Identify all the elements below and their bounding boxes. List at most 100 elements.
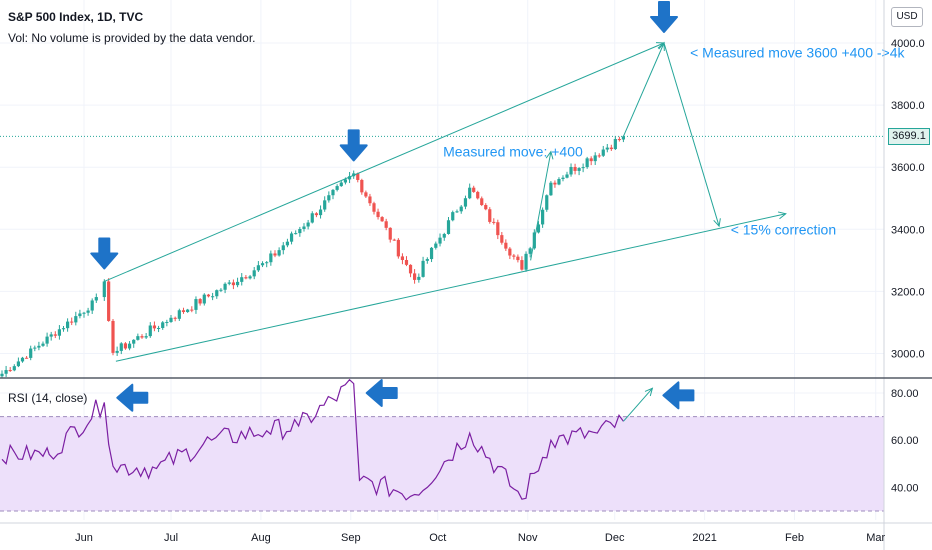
candle [476,190,480,200]
candle [429,246,434,263]
candle [621,135,625,143]
candle-body [516,256,520,261]
candle [265,260,269,268]
candle-body [4,370,8,374]
candle [585,156,589,169]
candle-body [144,336,148,338]
rsi-band [0,416,884,512]
candle-body [368,196,372,204]
candle-body [215,290,219,297]
candle-body [289,233,294,242]
candle-body [57,329,61,336]
candle [269,250,273,266]
candle-body [492,221,496,223]
price-tick-label: 3000.0 [891,349,925,361]
candle-body [356,173,360,180]
candle-body [20,357,25,362]
candle [524,251,528,272]
trendline-arrowhead [655,42,666,50]
candle [111,318,115,356]
candle-body [476,191,480,199]
candle [107,278,111,322]
candle [20,356,25,363]
candle-body [541,209,545,225]
lower-trendline [115,213,786,362]
grid-lines [0,0,884,520]
candle [617,136,621,142]
candle-body [244,277,248,279]
candle [186,308,190,313]
candle [119,342,123,355]
candle-body [589,158,593,162]
rsi-projection-line [623,387,653,422]
candle-body [269,253,273,263]
rsi-tick-label: 40.00 [891,482,919,494]
candle-body [223,283,227,290]
candle [86,307,90,316]
down-arrow-icon [90,237,119,270]
candle [392,238,396,241]
candle-body [281,245,285,251]
candle-body [265,262,269,264]
time-tick-label: Aug [251,532,271,544]
candle [252,267,256,280]
candle-body [12,366,16,371]
candle [380,216,384,222]
candle-body [70,321,74,323]
candle [202,293,206,306]
candle [140,334,144,339]
candle-body [298,228,302,234]
candle-body [256,265,260,271]
candle [446,216,451,235]
down-arrow-icon [650,1,678,33]
candle [368,193,372,206]
candle-body [74,316,78,323]
candle-body [140,336,144,338]
candle-body [94,297,98,301]
candle-body [438,237,442,244]
candle-body [434,243,438,248]
candle [74,311,78,326]
candle [504,239,508,251]
annotation-label: Measured move: +400 [443,144,583,160]
candle [553,180,557,188]
candle-body [425,259,429,261]
candle-body [488,209,492,222]
candle [0,370,4,379]
time-tick-label: Sep [341,532,361,544]
time-tick-label: Dec [605,532,625,544]
candle-body [219,289,223,291]
candle [45,332,49,347]
candle-body [451,212,455,221]
candle-body [310,213,314,223]
candle-body [613,139,617,150]
candle [148,322,152,338]
candle [327,191,331,203]
candle [339,180,343,187]
candle-body [248,276,252,279]
candle [463,195,468,210]
candle-body [593,155,597,162]
candle-body [152,325,157,329]
candle-body [413,273,417,280]
candle [281,242,285,255]
candle-body [601,149,605,156]
candle-body [111,320,115,353]
candle [244,275,248,280]
candle [488,207,492,224]
trendline-arrowhead [777,211,787,220]
candle-body [127,343,132,349]
candle [364,190,368,198]
candle-body [384,221,388,228]
candle [459,205,463,214]
candle-body [102,281,106,298]
candle [451,210,455,222]
candle-body [472,187,476,192]
candle-body [609,147,613,150]
candle [589,156,593,166]
chart-title: S&P 500 Index, 1D, TVC [8,10,144,24]
currency-selector[interactable]: USD [891,7,923,27]
candle [181,307,186,314]
candle-body [61,328,66,330]
